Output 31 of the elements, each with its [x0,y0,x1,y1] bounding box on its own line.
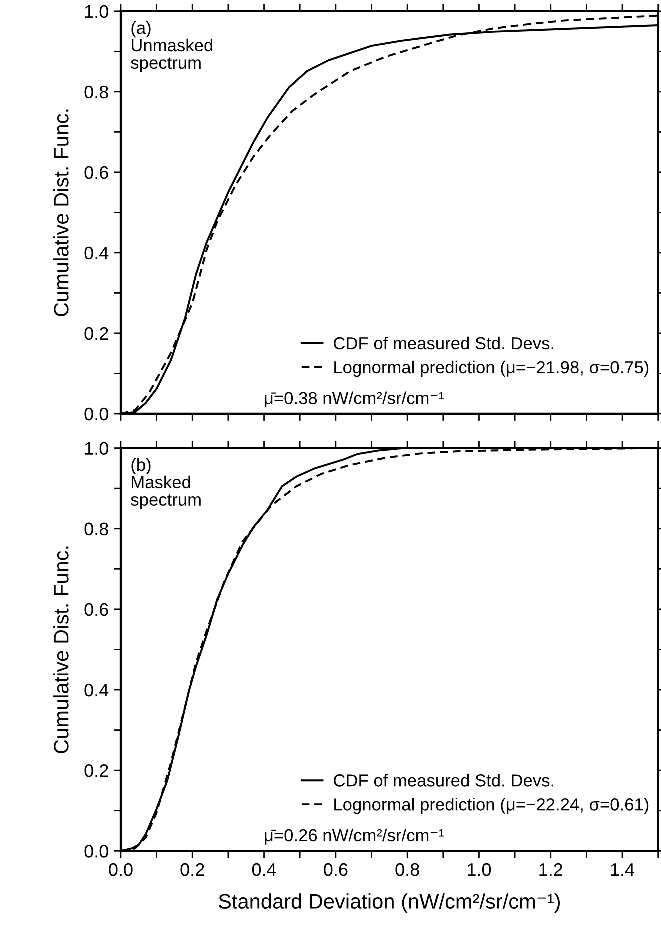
y-tick-label: 0.0 [84,408,108,421]
legend-label: CDF of measured Std. Devs. [334,774,554,787]
annotation: (b) Masked spectrum [131,458,201,510]
x-tick-label: 0.8 [396,863,420,876]
x-axis-title: Standard Deviation (nW/cm²/sr/cm⁻¹) [218,894,560,914]
y-tick-label: 0.0 [84,845,108,858]
legend-label: Lognormal prediction (μ=−21.98, σ=0.75) [334,360,649,378]
annotation: (a) Unmasked spectrum [131,21,212,73]
y-tick-label: 0.2 [84,764,108,778]
x-tick-label: 1.0 [468,863,492,876]
x-tick-label: 0.6 [324,863,348,876]
y-axis-title: Cumulative Dist. Func. [54,110,69,316]
y-tick-label: 0.6 [84,603,108,616]
x-tick-label: 1.2 [540,863,563,876]
x-tick-label: 0.0 [109,863,133,876]
y-tick-label: 0.4 [84,684,109,697]
annotation: μ̄=0.26 nW/cm²/sr/cm⁻¹ [265,828,444,845]
annotation: μ̄=0.38 nW/cm²/sr/cm⁻¹ [265,392,444,408]
x-tick-label: 0.2 [180,863,204,876]
x-tick-label: 0.4 [252,863,276,876]
legend-label: Lognormal prediction (μ=−22.24, σ=0.61) [334,798,649,814]
y-tick-label: 0.8 [84,522,108,536]
y-tick-label: 0.4 [84,246,109,260]
legend-label: CDF of measured Std. Devs. [334,336,554,350]
y-tick-label: 0.6 [84,166,108,180]
y-tick-label: 1.0 [85,442,108,456]
y-tick-label: 0.8 [84,86,108,99]
y-tick-label: 0.2 [84,327,108,340]
x-tick-label: 1.4 [611,864,635,876]
y-axis-title: Cumulative Dist. Func. [54,546,69,754]
y-tick-label: 1.0 [85,5,108,18]
